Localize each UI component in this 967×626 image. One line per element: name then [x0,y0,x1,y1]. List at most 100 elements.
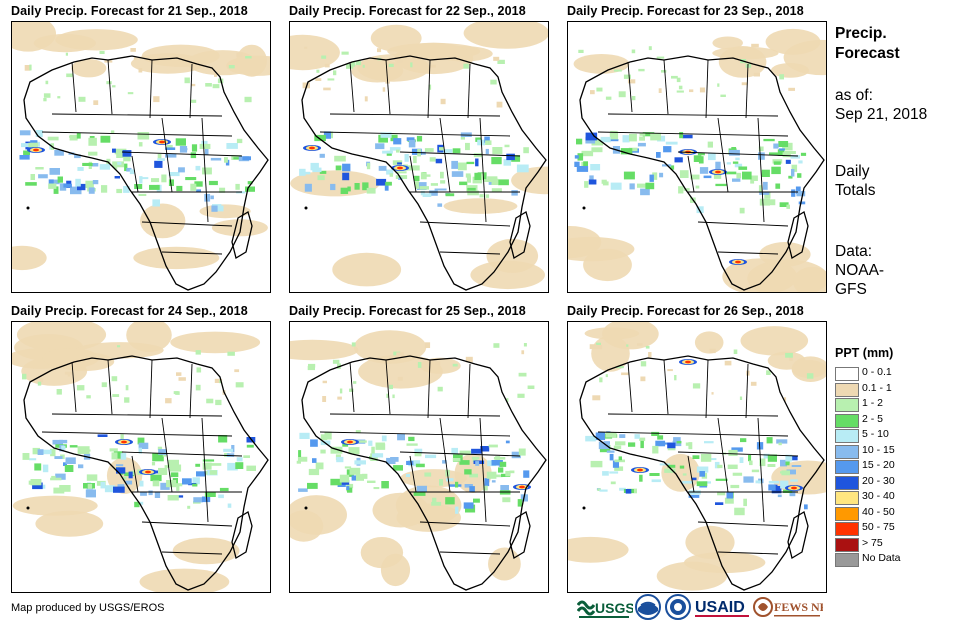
country-border [329,413,501,417]
rain-band-cell [92,180,99,185]
rain-band-cell [491,188,502,193]
precip-speck [178,377,186,381]
rain-band-cell [732,472,743,476]
rain-band-cell [209,470,217,475]
rain-band-cell [609,471,619,474]
rain-band-cell [194,181,203,187]
credit-text: Map produced by USGS/EROS [11,602,165,614]
rain-band-cell [406,460,414,465]
rain-band-cell [471,448,483,454]
rain-band-cell [483,485,488,491]
rain-band-cell [473,153,483,158]
drizzle-patch [511,166,548,195]
rain-band-cell [768,480,780,484]
country-border [107,359,113,415]
rain-band-cell [49,168,60,175]
drizzle-patch [139,568,230,592]
country-border [319,131,511,137]
rain-band-cell [381,435,387,442]
rain-band-cell [413,175,420,182]
coastline [509,511,531,560]
rain-band-cell [628,147,638,152]
rain-band-cell [382,150,393,154]
drizzle-patch [791,356,826,382]
rain-band-cell [683,188,690,191]
drizzle-patch [12,245,47,271]
rain-band-cell [475,461,480,466]
drizzle-patch [712,36,743,50]
precip-speck [112,85,116,88]
rain-band-cell [100,481,106,489]
precip-speck [724,360,732,366]
country-border [627,61,633,113]
rain-band-cell [104,485,116,493]
precip-speck [227,351,235,356]
rain-band-cell [798,160,803,164]
rain-band-cell [429,157,436,162]
rain-band-cell [672,440,682,447]
coastline [23,355,269,591]
rain-band-cell [735,157,740,161]
rain-band-cell [395,171,407,174]
precip-speck [351,342,356,347]
precip-speck [236,52,243,57]
drizzle-patch [372,492,429,528]
rain-band-cell [673,437,681,444]
rain-band-cell [298,450,302,457]
rain-band-cell [455,506,459,514]
rain-band-cell [667,464,676,468]
rain-band-cell [485,194,490,198]
precip-speck [316,69,320,73]
rain-band-cell [82,162,93,166]
rain-band-cell [634,434,640,439]
precip-speck [304,46,308,49]
rain-band-cell [786,204,790,209]
drizzle-patch [443,198,518,214]
rain-band-cell [380,132,392,138]
rain-band-cell [381,481,389,489]
rain-band-cell [122,150,132,157]
coastline [231,211,253,260]
rain-band-cell [640,440,644,449]
country-border [201,417,209,523]
rain-band-cell [420,190,425,196]
rain-band-cell [78,464,84,469]
rain-band-cell [376,178,387,186]
precip-speck [67,374,71,377]
rain-band-cell [204,194,211,202]
rain-band-cell [612,460,619,468]
heavy-rain-spot [685,360,691,364]
rain-band-cell [134,184,143,189]
drizzle-patch [12,495,98,516]
data-line3: GFS [835,281,867,298]
rain-band-cell [59,183,67,191]
rain-band-cell [800,152,807,156]
country-border [705,359,709,419]
rain-band-cell [190,152,197,159]
precip-speck [37,381,42,386]
rain-band-cell [731,447,743,452]
rain-band-cell [334,155,346,162]
rain-band-cell [182,478,192,485]
rain-band-cell [339,474,350,483]
rain-band-cell [473,498,480,503]
rain-band-cell [176,185,183,192]
rain-band-cell [371,446,375,454]
country-border [717,551,779,555]
precip-speck [599,377,603,383]
rain-band-cell [780,480,789,489]
rain-band-cell [775,183,781,189]
rain-band-cell [574,161,580,167]
africa-map-svg [290,22,548,291]
rain-band-cell [138,193,147,196]
data-line2: NOAA- [835,262,885,279]
rain-band-cell [319,153,325,158]
precip-speck [806,373,814,379]
rain-band-cell [47,136,59,141]
rain-band-cell [242,156,251,161]
rain-band-cell [53,186,59,194]
rain-band-cell [358,440,367,443]
rain-band-cell [211,463,222,466]
legend-label: > 75 [862,536,883,549]
precip-speck [674,375,677,381]
